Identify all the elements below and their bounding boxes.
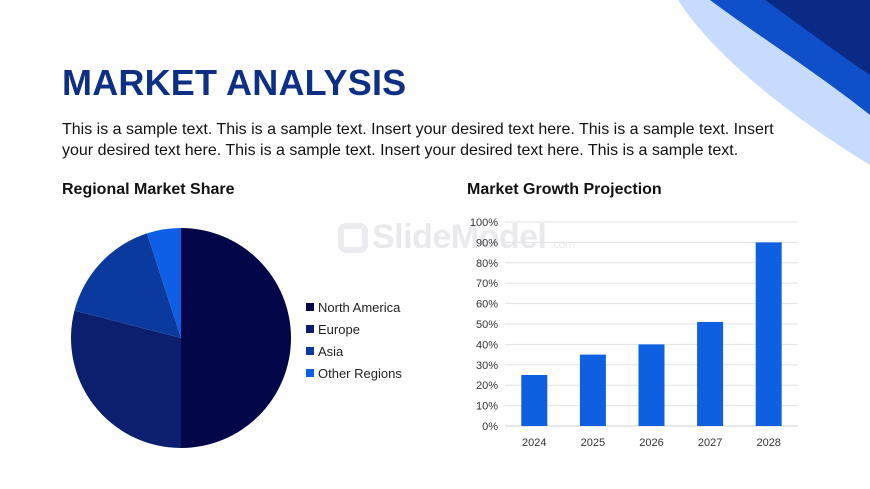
watermark-domain: .com [550,237,575,251]
pie-slice-other-regions [147,228,181,338]
bar-2027 [697,321,724,426]
y-tick-label: 0% [482,421,498,433]
pie-slice-north-america [181,228,291,448]
x-tick-label: 2028 [756,437,780,449]
legend-label: Europe [318,321,360,337]
bar-chart: 0% 10% 20% 30% 40% 50% 60% 70% 80% 90% 100% 2024 202… [470,217,798,449]
bar-2024 [521,375,548,426]
legend-swatch [306,369,314,377]
page-title: MARKET ANALYSIS [62,62,407,103]
corner-deco-dark-wave [765,0,870,75]
x-tick-label: 2024 [522,437,546,449]
legend-item: Asia [306,340,402,362]
pie-slice-europe [71,310,181,448]
watermark-logo-icon [338,222,368,253]
y-tick-label: 30% [476,360,498,372]
legend-swatch [306,325,314,333]
bar-2026 [638,344,665,426]
legend-swatch [306,303,314,311]
watermark-text: SlideModel [372,218,547,256]
legend-item: Other Regions [306,362,402,384]
y-tick-label: 100% [470,217,498,229]
legend-item: Europe [306,318,402,340]
y-tick-label: 20% [476,380,498,392]
watermark: SlideModel .com [338,218,575,257]
legend-label: Other Regions [318,365,402,381]
legend-swatch [306,347,314,355]
y-tick-label: 10% [476,401,498,413]
corner-decoration [678,0,870,165]
bar-chart-title: Market Growth Projection [467,181,662,198]
pie-chart-title: Regional Market Share [62,181,235,198]
bar-2025 [579,354,606,426]
x-tick-label: 2027 [698,437,722,449]
legend-label: North America [318,299,401,315]
y-tick-label: 60% [476,299,498,311]
y-tick-label: 90% [476,237,498,249]
pie-slice-asia [74,233,181,338]
pie-chart [71,228,291,448]
y-tick-label: 40% [476,339,498,351]
bar-2028 [755,242,782,426]
y-tick-label: 70% [476,278,498,290]
y-tick-label: 50% [476,319,498,331]
intro-text: This is a sample text. This is a sample … [62,121,774,159]
y-tick-label: 80% [476,258,498,270]
pie-legend: North America Europe Asia Other Regions [306,296,402,384]
legend-label: Asia [318,343,344,359]
legend-item: North America [306,296,402,318]
x-tick-label: 2026 [639,437,663,449]
x-tick-label: 2025 [581,437,605,449]
